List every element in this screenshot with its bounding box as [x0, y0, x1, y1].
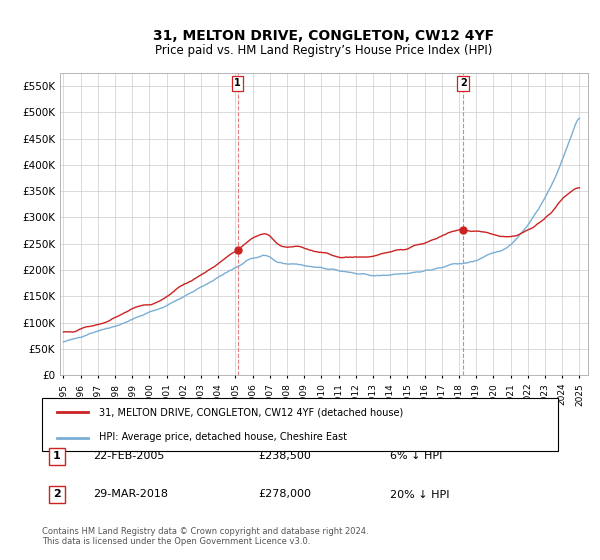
Text: 6% ↓ HPI: 6% ↓ HPI — [390, 451, 442, 461]
Text: 2: 2 — [460, 78, 467, 88]
Text: £238,500: £238,500 — [258, 451, 311, 461]
Text: 1: 1 — [53, 451, 61, 461]
Text: 20% ↓ HPI: 20% ↓ HPI — [390, 489, 449, 500]
Text: HPI: Average price, detached house, Cheshire East: HPI: Average price, detached house, Ches… — [99, 432, 347, 442]
Text: 1: 1 — [234, 78, 241, 88]
FancyBboxPatch shape — [42, 398, 558, 451]
Text: Price paid vs. HM Land Registry’s House Price Index (HPI): Price paid vs. HM Land Registry’s House … — [155, 44, 493, 57]
Text: 31, MELTON DRIVE, CONGLETON, CW12 4YF: 31, MELTON DRIVE, CONGLETON, CW12 4YF — [154, 29, 494, 44]
Text: 29-MAR-2018: 29-MAR-2018 — [93, 489, 168, 500]
Text: 2: 2 — [53, 489, 61, 500]
Text: 22-FEB-2005: 22-FEB-2005 — [93, 451, 164, 461]
Text: Contains HM Land Registry data © Crown copyright and database right 2024.
This d: Contains HM Land Registry data © Crown c… — [42, 526, 368, 546]
Text: 31, MELTON DRIVE, CONGLETON, CW12 4YF (detached house): 31, MELTON DRIVE, CONGLETON, CW12 4YF (d… — [99, 408, 403, 418]
Text: £278,000: £278,000 — [258, 489, 311, 500]
